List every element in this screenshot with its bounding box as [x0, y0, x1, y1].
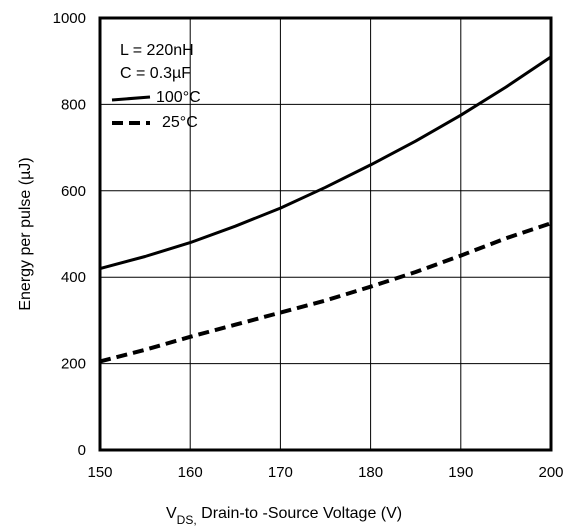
y-tick-label-1000: 1000 [53, 10, 86, 27]
y-tick-label-400: 400 [61, 269, 86, 286]
legend-label-25c: 25°C [162, 114, 198, 131]
y-tick-label-200: 200 [61, 356, 86, 373]
x-axis-label-rest: Drain-to -Source Voltage (V) [197, 505, 402, 522]
legend: L = 220nH C = 0.3µF 100°C 25°C [111, 42, 201, 131]
y-tick-label-600: 600 [61, 183, 86, 200]
y-tick-label-800: 800 [61, 96, 86, 113]
x-tick-label-150: 150 [87, 464, 112, 481]
ticks-layer: 150 160 170 180 190 200 0 200 400 600 800 1000 [53, 10, 564, 481]
y-axis-label: Energy per pulse (µJ) [17, 157, 34, 310]
x-axis-label-subscript: DS, [177, 513, 197, 527]
annotation-capacitance: C = 0.3µF [120, 65, 191, 82]
x-tick-label-190: 190 [448, 464, 473, 481]
legend-swatch-100c [111, 95, 151, 102]
annotation-inductance: L = 220nH [120, 42, 194, 59]
y-tick-label-0: 0 [78, 442, 86, 459]
x-tick-label-170: 170 [268, 464, 293, 481]
x-axis-label-prefix: V [166, 505, 177, 522]
x-tick-label-180: 180 [358, 464, 383, 481]
legend-label-100c: 100°C [156, 89, 201, 106]
plot-frame [98, 16, 553, 452]
series-layer [99, 55, 552, 364]
x-tick-label-160: 160 [178, 464, 203, 481]
x-axis-label: VDS, Drain-to -Source Voltage (V) [166, 505, 402, 527]
series-line-100c [99, 55, 552, 271]
x-tick-label-200: 200 [538, 464, 563, 481]
grid-layer [100, 18, 551, 450]
series-line-25c [99, 221, 552, 364]
